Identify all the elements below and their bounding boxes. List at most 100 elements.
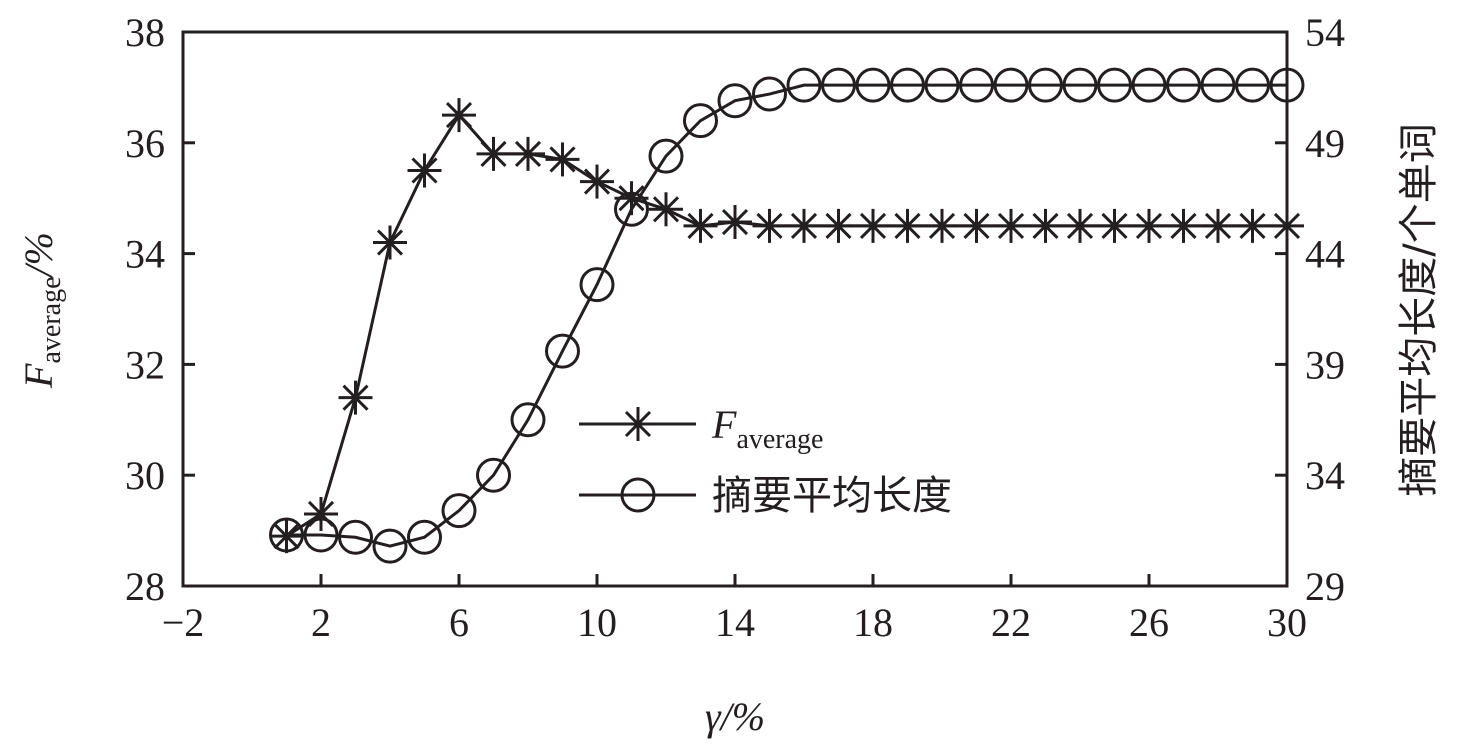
asterisk-stroke <box>1170 212 1197 239</box>
data-point-circle <box>1200 67 1236 103</box>
asterisk-stroke <box>825 212 852 239</box>
y-left-tick-label: 28 <box>125 564 165 609</box>
data-point-circle <box>855 67 891 103</box>
y-axis-left-label: Faverage/% <box>16 232 67 389</box>
x-tick-label: −2 <box>162 600 205 645</box>
data-point-asterisk <box>856 208 890 243</box>
x-axis-label: γ/% <box>705 694 765 739</box>
y-right-tick-label: 39 <box>1305 342 1345 387</box>
data-point-asterisk <box>476 136 511 171</box>
asterisk-stroke <box>721 208 749 236</box>
data-point-asterisk <box>649 192 683 227</box>
data-point-asterisk <box>1166 208 1201 243</box>
asterisk-stroke <box>756 212 783 239</box>
legend-label: Faverage <box>711 402 823 455</box>
asterisk-stroke <box>1101 212 1128 239</box>
data-point-asterisk <box>580 164 614 199</box>
data-point-asterisk <box>1270 208 1304 243</box>
data-point-asterisk <box>442 98 476 133</box>
legend-marker-circle <box>620 477 656 513</box>
asterisk-stroke <box>928 212 956 239</box>
asterisk-stroke <box>549 146 576 173</box>
asterisk-stroke <box>1239 212 1266 239</box>
data-point-asterisk <box>718 205 752 240</box>
asterisk-stroke <box>859 212 887 239</box>
asterisk-stroke <box>411 157 438 184</box>
y-right-tick-label: 34 <box>1305 453 1345 498</box>
data-point-circle <box>510 402 546 438</box>
y-left-tick-label: 34 <box>125 232 165 277</box>
asterisk-stroke <box>652 196 680 223</box>
data-point-asterisk <box>959 208 994 243</box>
data-point-circle <box>1062 67 1098 103</box>
data-point-asterisk <box>1063 208 1097 243</box>
x-tick-label: 6 <box>449 600 469 645</box>
data-point-circle <box>924 67 960 103</box>
data-point-circle <box>683 103 718 139</box>
data-point-circle <box>1131 67 1167 103</box>
data-point-asterisk <box>1201 208 1235 243</box>
data-point-circle <box>752 76 787 112</box>
data-point-circle <box>545 333 580 369</box>
data-point-asterisk <box>511 136 545 171</box>
data-point-circle <box>303 517 339 553</box>
data-point-asterisk <box>683 208 718 243</box>
x-tick-label: 2 <box>311 600 331 645</box>
asterisk-stroke <box>1032 212 1059 239</box>
data-point-circle <box>579 267 615 303</box>
asterisk-stroke <box>790 212 818 239</box>
asterisk-stroke <box>1204 212 1232 239</box>
y-right-tick-label: 49 <box>1305 121 1345 166</box>
legend-marker-asterisk <box>621 407 655 441</box>
data-point-asterisk <box>1028 208 1063 243</box>
asterisk-stroke <box>618 185 645 212</box>
asterisk-stroke <box>1135 212 1163 239</box>
data-point-circle <box>821 67 856 103</box>
data-point-asterisk <box>407 153 442 188</box>
data-point-circle <box>1269 67 1305 103</box>
data-point-circle <box>890 67 925 103</box>
legend: Faverage 摘要平均长度 <box>579 402 952 519</box>
data-point-circle <box>338 519 373 555</box>
data-point-asterisk <box>752 208 787 243</box>
data-point-circle <box>1097 67 1132 103</box>
series-line-1 <box>286 83 1287 548</box>
data-point-circle <box>648 138 684 174</box>
x-tick-label: 22 <box>991 600 1031 645</box>
data-point-asterisk <box>338 380 373 415</box>
asterisk-stroke <box>480 140 507 167</box>
data-point-asterisk <box>1097 208 1132 243</box>
data-point-circle <box>959 67 994 103</box>
asterisk-stroke <box>583 168 611 195</box>
asterisk-stroke <box>342 384 369 411</box>
asterisk-stroke <box>687 212 714 239</box>
y-left-tick-label: 36 <box>125 121 165 166</box>
data-point-asterisk <box>994 208 1028 243</box>
y-left-tick-label: 32 <box>125 342 165 387</box>
data-point-circle <box>441 493 477 529</box>
y-right-tick-label: 44 <box>1305 232 1345 277</box>
y-right-tick-label: 29 <box>1305 564 1345 609</box>
data-point-circle <box>786 67 822 103</box>
data-point-asterisk <box>1235 208 1270 243</box>
data-point-asterisk <box>1132 208 1166 243</box>
asterisk-stroke <box>624 410 652 438</box>
x-tick-label: 14 <box>715 600 755 645</box>
data-point-asterisk <box>821 208 856 243</box>
data-point-asterisk <box>373 225 407 260</box>
asterisk-stroke <box>1273 212 1301 239</box>
asterisk-stroke <box>894 212 921 239</box>
x-tick-label: 18 <box>853 600 893 645</box>
x-tick-label: 10 <box>577 600 617 645</box>
data-point-asterisk <box>545 142 580 177</box>
asterisk-stroke <box>1066 212 1094 239</box>
legend-label: 摘要平均长度 <box>712 473 952 519</box>
asterisk-stroke <box>514 140 542 167</box>
x-tick-label: 26 <box>1129 600 1169 645</box>
asterisk-stroke <box>445 102 473 129</box>
data-point-circle <box>407 519 442 555</box>
y-axis-right-label: 摘要平均长度/个单词 <box>1396 123 1442 496</box>
asterisk-stroke <box>376 229 404 256</box>
data-point-circle <box>476 457 511 493</box>
